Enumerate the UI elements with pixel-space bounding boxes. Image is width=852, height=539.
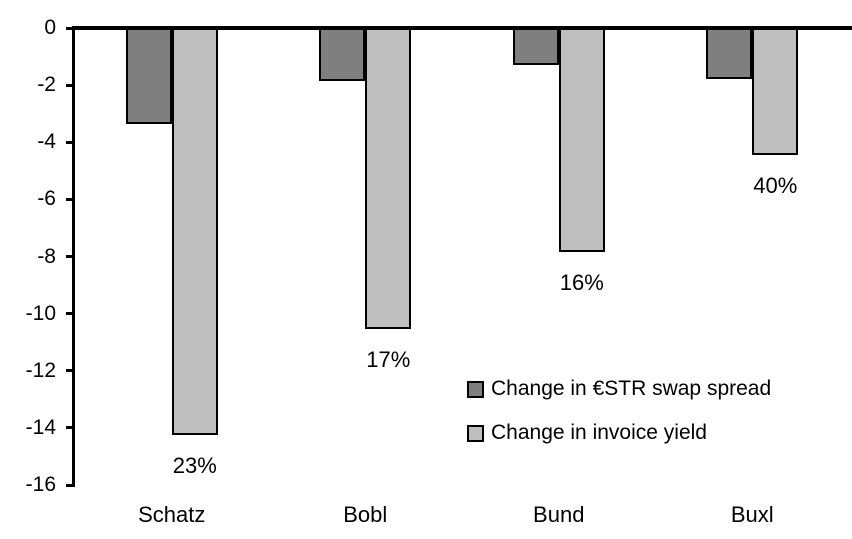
legend-item-invoice-yield: Change in invoice yield xyxy=(467,421,707,445)
y-tick-label: -4 xyxy=(37,130,56,154)
category-label: Buxl xyxy=(730,502,774,527)
category-label: Bund xyxy=(533,502,585,527)
bar-percentage-label: 23% xyxy=(172,452,217,478)
y-axis-line xyxy=(71,26,75,487)
bar-swap-spread xyxy=(512,28,559,65)
y-tick xyxy=(66,255,75,258)
legend-label-invoice-yield: Change in invoice yield xyxy=(491,421,707,444)
bar-percentage-label: 17% xyxy=(366,346,411,372)
y-tick xyxy=(66,83,75,87)
y-tick xyxy=(66,197,75,201)
bar-invoice-yield xyxy=(558,28,605,253)
legend-label-swap-spread: Change in €STR swap spread xyxy=(491,377,772,400)
y-tick xyxy=(66,369,75,373)
category-label: Schatz xyxy=(138,502,206,527)
y-tick-label: -6 xyxy=(37,187,56,211)
bar-percentage-label: 40% xyxy=(753,172,798,198)
y-tick-label: 0 xyxy=(44,16,56,39)
y-tick-label: -14 xyxy=(25,415,56,439)
legend-swatch-invoice-yield-icon xyxy=(467,424,484,442)
legend-item-swap-spread: Change in €STR swap spread xyxy=(467,377,771,401)
bar-swap-spread xyxy=(125,28,172,124)
y-tick-label: -2 xyxy=(37,73,56,97)
y-tick xyxy=(66,140,75,144)
y-tick-label: -8 xyxy=(37,244,56,268)
y-tick-label: -16 xyxy=(25,473,56,496)
y-tick xyxy=(66,312,75,316)
bar-invoice-yield xyxy=(171,28,218,435)
y-tick xyxy=(66,426,75,430)
bar-swap-spread xyxy=(319,28,366,81)
y-tick xyxy=(66,483,75,487)
y-tick-label: -12 xyxy=(25,358,56,382)
bar-invoice-yield xyxy=(365,28,412,330)
legend-swatch-swap-spread-icon xyxy=(467,380,484,398)
category-label: Bobl xyxy=(343,502,388,527)
y-tick-label: -10 xyxy=(25,301,56,325)
bar-percentage-label: 16% xyxy=(559,269,604,295)
x-axis-line xyxy=(75,26,852,30)
y-tick xyxy=(66,26,75,30)
bar-swap-spread xyxy=(706,28,753,80)
bar-invoice-yield xyxy=(752,28,799,155)
